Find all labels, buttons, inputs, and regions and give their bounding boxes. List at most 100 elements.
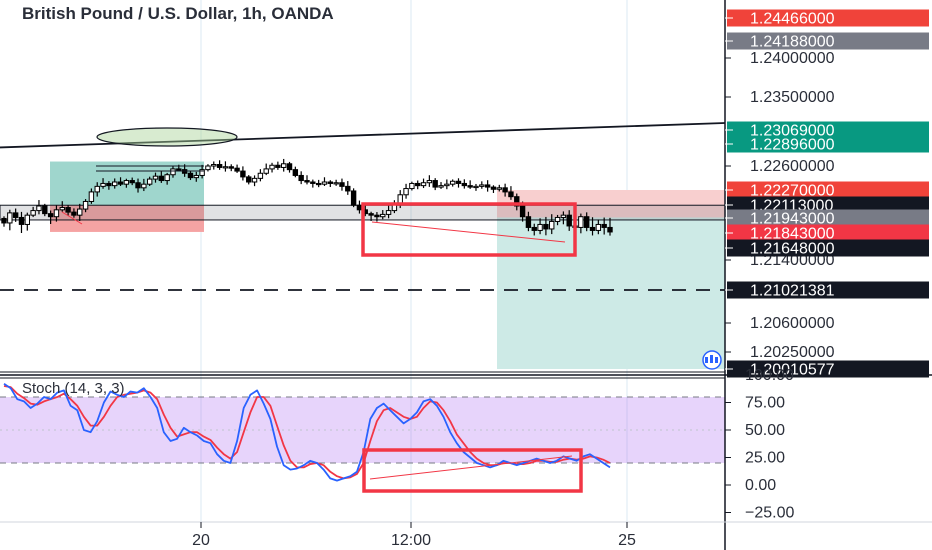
- candle: [426, 175, 433, 187]
- candle: [240, 166, 246, 181]
- candle: [514, 193, 520, 211]
- stoch-tick-label: 25.00: [745, 450, 785, 467]
- candle: [543, 216, 549, 236]
- price-tick-label: 1.20600000: [750, 315, 835, 332]
- candle: [589, 217, 596, 236]
- time-tick-label: 25: [618, 532, 636, 549]
- price-tag: 1.21843000: [725, 224, 929, 243]
- price-tag: 1.24188000: [725, 32, 929, 51]
- stoch-tick-label: 75.00: [745, 395, 785, 412]
- candle: [187, 170, 194, 181]
- candle: [77, 203, 83, 221]
- candle: [88, 188, 95, 204]
- stoch-divergence-box: [362, 448, 583, 493]
- candle: [71, 208, 77, 218]
- price-tag: 1.22896000: [725, 135, 929, 154]
- time-axis[interactable]: 20 12:00 25: [192, 522, 636, 549]
- candle: [455, 178, 462, 188]
- candle: [263, 163, 269, 176]
- candle: [42, 203, 48, 217]
- candle: [24, 212, 31, 231]
- highlight-ellipse: [96, 127, 238, 147]
- price-tag: 1.23069000: [725, 121, 929, 140]
- price-tick-label: 1.24000000: [750, 50, 835, 67]
- price-tag: 1.21648000: [725, 239, 929, 258]
- candle: [211, 161, 217, 170]
- candle: [537, 218, 543, 235]
- price-tick-label: 1.20250000: [750, 344, 835, 361]
- candle: [490, 185, 497, 193]
- candle: [216, 160, 223, 170]
- candle: [135, 178, 141, 193]
- stoch-k-line: [3, 383, 611, 482]
- candle: [525, 211, 532, 232]
- price-axis[interactable]: 1.240000001.235000001.226000001.21400000…: [725, 9, 929, 379]
- candle: [129, 177, 135, 186]
- price-tag-label: 1.23069000: [750, 123, 835, 140]
- candle: [560, 211, 567, 225]
- candle: [222, 161, 229, 172]
- candle: [531, 223, 537, 236]
- annotation-zones: [0, 161, 725, 369]
- candle: [117, 177, 124, 186]
- candle: [374, 212, 380, 222]
- candle: [106, 181, 112, 190]
- candle: [246, 175, 252, 185]
- price-tick-label: 1.22600000: [750, 158, 835, 175]
- candle: [368, 211, 374, 221]
- price-tick-label: 1.23500000: [750, 89, 835, 106]
- candle: [59, 201, 65, 212]
- stochastic-pane: [0, 383, 725, 493]
- candle: [595, 219, 602, 235]
- candle: [257, 169, 264, 182]
- candle: [496, 184, 502, 192]
- candle: [158, 171, 165, 183]
- candle: [30, 206, 36, 218]
- candle: [432, 178, 438, 191]
- stoch-tick-label: −25.00: [745, 505, 794, 522]
- candle: [380, 210, 386, 220]
- candle: [304, 175, 310, 185]
- price-tag: 1.20010577: [725, 360, 929, 379]
- annotation-overlay: [0, 122, 725, 257]
- candle: [508, 186, 514, 200]
- candle: [82, 199, 89, 213]
- candle: [339, 178, 345, 191]
- candle: [286, 161, 293, 173]
- candle: [123, 178, 130, 188]
- candle: [420, 178, 427, 189]
- price-tag-label: 1.20010577: [750, 362, 835, 379]
- candle: [205, 164, 211, 172]
- candle: [65, 205, 71, 216]
- candle: [251, 175, 258, 187]
- price-tag-label: 1.21021381: [750, 283, 835, 300]
- candle: [385, 205, 392, 219]
- candle: [199, 164, 205, 179]
- indicator-legend: Stoch (14, 3, 3): [22, 380, 125, 397]
- price-tag: 1.22270000: [725, 181, 929, 200]
- candle: [321, 177, 328, 186]
- candle: [100, 178, 106, 189]
- candle: [578, 213, 584, 234]
- stoch-tick-label: 100.00: [745, 367, 794, 384]
- price-tag: 1.24466000: [725, 9, 929, 28]
- candle: [409, 181, 415, 191]
- candle: [94, 182, 100, 197]
- candle: [350, 188, 357, 208]
- stoch-axis[interactable]: 100.00 75.00 50.00 25.00 0.00 −25.00: [725, 367, 794, 522]
- price-tag: 1.21021381: [725, 281, 929, 300]
- candle: [444, 179, 450, 190]
- candle: [333, 179, 339, 186]
- candle: [601, 217, 607, 235]
- candle: [554, 214, 561, 226]
- candle: [566, 210, 572, 231]
- candle: [164, 172, 170, 185]
- candle: [141, 178, 147, 192]
- candle: [1, 216, 7, 227]
- time-tick-label: 20: [192, 532, 210, 549]
- long-stop-zone: [50, 205, 204, 232]
- candle: [47, 210, 54, 224]
- candle: [461, 179, 468, 189]
- candle: [583, 212, 590, 232]
